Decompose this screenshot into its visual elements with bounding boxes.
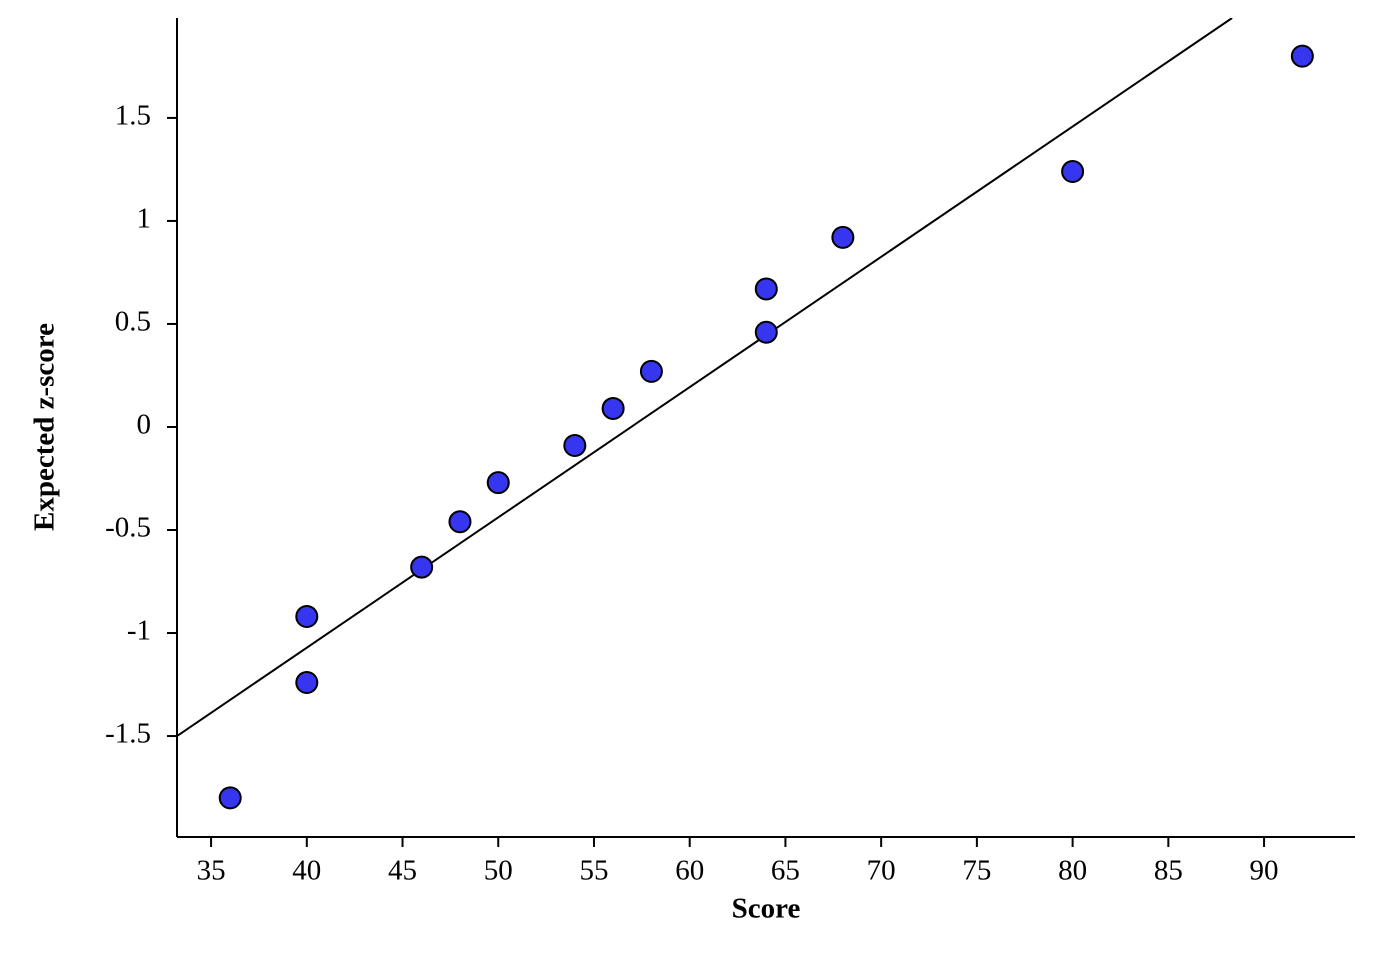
y-tick-label: 0 — [137, 409, 152, 441]
y-tick-label: 1.5 — [115, 100, 151, 132]
point — [410, 555, 434, 579]
x-tick-label: 50 — [484, 855, 513, 887]
y-tick-label: -1.5 — [105, 718, 151, 750]
point — [448, 510, 472, 534]
y-axis-title: Expected z-score — [29, 323, 61, 531]
x-axis-title: Score — [732, 893, 801, 925]
x-tick-label: 45 — [388, 855, 417, 887]
point — [295, 605, 319, 629]
x-tick-label: 55 — [579, 855, 608, 887]
y-tick-label: -1 — [127, 615, 151, 647]
point — [754, 277, 778, 301]
point — [295, 670, 319, 694]
point — [1290, 44, 1314, 68]
y-tick-label: -0.5 — [105, 512, 151, 544]
x-tick-label: 70 — [867, 855, 896, 887]
x-tick-label: 90 — [1250, 855, 1279, 887]
plot-area — [177, 18, 1233, 737]
point — [601, 396, 625, 420]
x-tick-label: 80 — [1058, 855, 1087, 887]
x-tick-label: 40 — [292, 855, 321, 887]
point — [563, 434, 587, 458]
point — [1061, 159, 1085, 183]
x-tick-label: 65 — [771, 855, 800, 887]
point — [486, 471, 510, 495]
x-tick-label: 85 — [1154, 855, 1183, 887]
point — [218, 786, 242, 810]
y-tick-label: 1 — [137, 203, 152, 235]
x-tick-label: 60 — [675, 855, 704, 887]
x-tick-label: 35 — [197, 855, 226, 887]
fit-line — [177, 18, 1233, 737]
x-tick-label: 75 — [962, 855, 991, 887]
point — [831, 225, 855, 249]
point — [754, 320, 778, 344]
point — [639, 359, 663, 383]
y-tick-label: 0.5 — [115, 306, 151, 338]
